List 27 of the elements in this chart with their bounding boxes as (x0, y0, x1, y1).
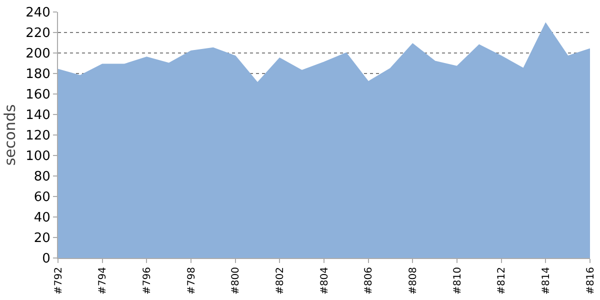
x-tick-label: #810 (452, 267, 464, 294)
y-tick-label: 20 (34, 231, 50, 246)
x-tick-label: #804 (319, 267, 330, 294)
x-tick-label: #816 (585, 267, 596, 294)
x-tick-label: #800 (230, 267, 242, 294)
y-tick-label: 0 (42, 252, 50, 267)
y-tick-label: 100 (26, 149, 50, 164)
x-tick-label: #802 (274, 267, 286, 294)
y-tick-label: 140 (26, 108, 50, 124)
y-tick-label: 220 (26, 26, 50, 42)
y-tick-label: 80 (34, 170, 50, 185)
y-tick-label: 120 (26, 128, 50, 144)
x-tick-label: #792 (53, 267, 64, 294)
x-tick-label: #806 (364, 267, 375, 294)
x-tick-label: #798 (186, 267, 198, 294)
x-tick-label: #808 (408, 267, 419, 294)
y-tick-label: 60 (34, 190, 50, 206)
y-tick-label: 240 (26, 6, 50, 21)
y-tick-label: 180 (26, 67, 50, 82)
y-tick-label: 200 (26, 46, 50, 62)
x-tick-label: #814 (540, 267, 552, 294)
y-tick-label: 160 (26, 88, 50, 103)
x-tick-label: #812 (496, 267, 508, 294)
y-tick-label: 40 (34, 210, 50, 226)
y-axis-title: seconds (0, 104, 19, 166)
x-tick-label: #796 (142, 267, 153, 294)
x-tick-label: #794 (98, 267, 109, 294)
